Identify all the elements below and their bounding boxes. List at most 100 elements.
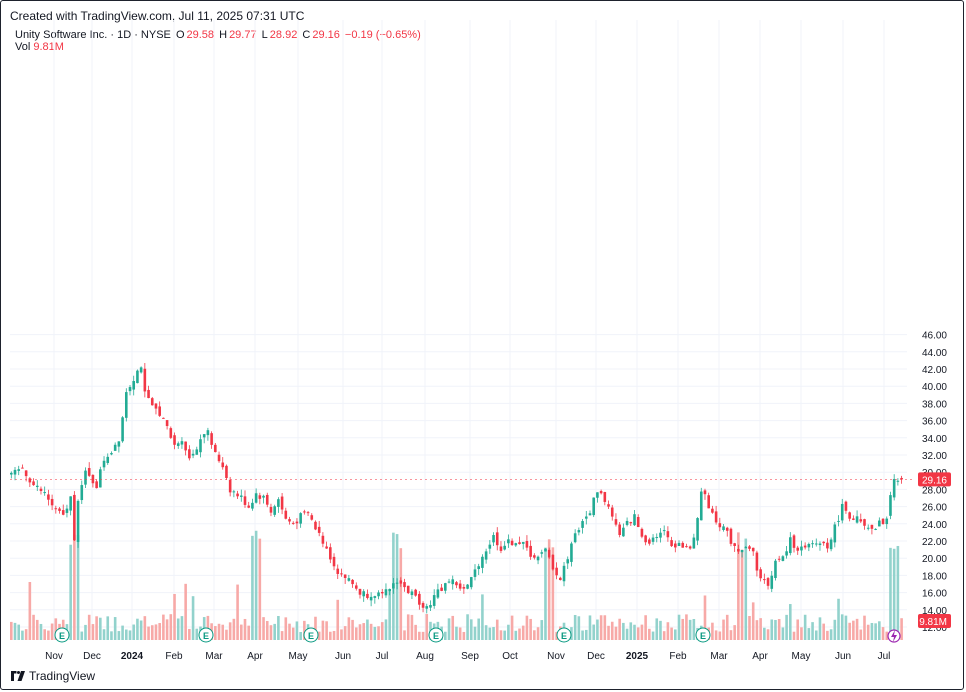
- x-tick-label: Apr: [752, 651, 768, 662]
- volume-bar: [692, 618, 696, 640]
- volume-bar: [113, 617, 117, 640]
- candle-body: [410, 591, 414, 596]
- y-tick-label: 18.00: [922, 571, 947, 582]
- earnings-marker[interactable]: [198, 627, 214, 643]
- candle-body: [462, 587, 466, 589]
- candle-body: [384, 589, 388, 596]
- earnings-marker[interactable]: [54, 627, 70, 643]
- volume-bar: [28, 582, 32, 640]
- candle-body: [158, 406, 161, 416]
- volume-bar: [329, 631, 332, 640]
- volume-bar: [722, 619, 725, 640]
- low-value: 28.92: [269, 29, 298, 41]
- candle-body: [484, 551, 488, 560]
- candle-body: [10, 472, 13, 475]
- y-tick-label: 28.00: [922, 485, 947, 496]
- volume-bar: [800, 627, 803, 640]
- candle-body: [380, 591, 384, 594]
- y-tick-label: 38.00: [922, 399, 947, 410]
- volume-bar: [139, 620, 143, 640]
- volume-bar: [596, 619, 599, 640]
- volume-bar: [469, 619, 473, 640]
- candle-body: [54, 508, 58, 510]
- volume-bar: [688, 619, 692, 640]
- candle-body: [785, 551, 788, 556]
- candle-body: [796, 547, 800, 551]
- candle-body: [188, 449, 191, 459]
- volume-bar: [826, 630, 829, 640]
- volume-bar: [258, 538, 262, 640]
- candle-body: [325, 546, 328, 549]
- volume-bar: [792, 631, 796, 640]
- volume-bar: [165, 619, 169, 640]
- earnings-marker[interactable]: [556, 627, 572, 643]
- earnings-marker[interactable]: [303, 627, 319, 643]
- candle-body: [644, 535, 647, 543]
- y-tick-label: 22.00: [922, 537, 947, 548]
- candle-body: [39, 488, 43, 491]
- candle-body: [221, 462, 225, 468]
- candle-body: [143, 368, 147, 392]
- volume-bar: [636, 627, 640, 640]
- candle-body: [822, 541, 825, 544]
- high-value: 29.77: [229, 29, 257, 41]
- candle-body: [533, 555, 536, 558]
- volume-bar: [343, 626, 347, 640]
- candle-body: [699, 491, 703, 521]
- candle-body: [199, 439, 202, 453]
- earnings-marker[interactable]: [428, 627, 444, 643]
- candle-body: [781, 556, 785, 561]
- volume-bar: [243, 618, 247, 640]
- tradingview-brand[interactable]: TradingView: [11, 669, 95, 683]
- candle-body: [596, 492, 599, 498]
- volume-bar: [622, 622, 625, 640]
- volume-bar: [295, 621, 299, 640]
- volume-bar: [547, 539, 551, 640]
- volume-bar: [403, 630, 406, 640]
- candle-body: [262, 495, 265, 498]
- candle-body: [507, 539, 510, 544]
- open-value: 29.58: [186, 29, 215, 41]
- volume-bar: [347, 617, 351, 640]
- candle-body: [340, 573, 343, 575]
- candle-body: [99, 469, 102, 488]
- volume-bar: [822, 623, 825, 640]
- volume-bar: [852, 620, 855, 640]
- volume-bar: [499, 630, 503, 640]
- candle-body: [725, 527, 729, 531]
- candle-body: [406, 585, 410, 594]
- volume-bar: [10, 621, 13, 640]
- last-price-label: 29.16: [922, 475, 947, 486]
- volume-bar: [737, 532, 740, 640]
- candle-body: [777, 558, 781, 560]
- candle-body: [770, 575, 774, 589]
- candle-body: [180, 441, 184, 445]
- volume-bar: [158, 623, 161, 640]
- volume-bar: [188, 628, 191, 640]
- candle-body: [525, 541, 529, 548]
- candle-body: [291, 522, 295, 524]
- candle-body: [314, 521, 317, 530]
- candle-body: [674, 543, 677, 548]
- volume-bar: [13, 622, 17, 640]
- volume-bar: [874, 623, 877, 640]
- volume-bar: [150, 625, 154, 640]
- volume-bar: [317, 631, 321, 640]
- candle-body: [128, 387, 132, 392]
- candle-body: [588, 513, 592, 516]
- volume-label: Vol: [15, 41, 31, 53]
- volume-bar: [180, 616, 184, 640]
- candle-body: [117, 441, 121, 447]
- volume-bar: [277, 616, 280, 640]
- earnings-marker[interactable]: [695, 627, 711, 643]
- volume-bar: [725, 614, 729, 640]
- volume-bar: [848, 622, 851, 640]
- last-volume-label: 9.81M: [919, 617, 947, 628]
- volume-bar: [73, 534, 76, 640]
- candle-body: [481, 556, 484, 568]
- x-tick-label: Dec: [587, 651, 605, 662]
- x-tick-label: Nov: [547, 651, 565, 662]
- volume-bar: [80, 631, 84, 640]
